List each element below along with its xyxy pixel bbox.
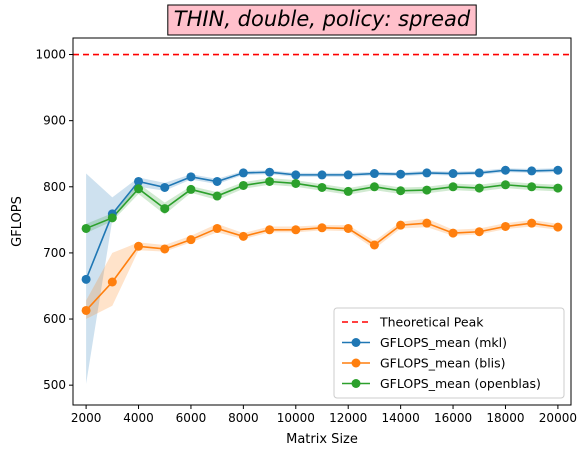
series-points — [81, 165, 563, 315]
point-2-8 — [291, 178, 301, 188]
title-background — [167, 4, 477, 36]
y-axis-label: GFLOPS — [10, 196, 25, 247]
x-axis-ticks: 2000 4000 6000 8000 10000 12000 14000 16000 1800… — [71, 405, 577, 425]
x-tick-label-4: 10000 — [277, 411, 315, 425]
y-tick-label-5: 1000 — [35, 48, 66, 62]
point-0-4 — [186, 172, 196, 182]
point-2-7 — [265, 176, 275, 186]
x-tick-label-3: 8000 — [228, 411, 259, 425]
point-1-12 — [396, 220, 406, 230]
y-axis-ticks: 500 600 700 800 900 1000 — [35, 48, 73, 392]
x-tick-label-6: 14000 — [382, 411, 420, 425]
point-1-13 — [422, 218, 432, 228]
x-tick-label-5: 12000 — [329, 411, 367, 425]
point-0-9 — [317, 170, 327, 180]
y-tick-label-4: 900 — [43, 114, 66, 128]
point-1-8 — [291, 225, 301, 235]
point-1-2 — [134, 241, 144, 251]
point-0-18 — [553, 165, 563, 175]
point-0-17 — [527, 166, 537, 176]
point-0-12 — [396, 169, 406, 179]
point-1-16 — [500, 221, 510, 231]
legend-box — [333, 307, 565, 399]
point-1-5 — [212, 223, 222, 233]
x-tick-label-2: 6000 — [176, 411, 207, 425]
point-2-18 — [553, 183, 563, 193]
point-2-11 — [369, 182, 379, 192]
point-0-14 — [448, 169, 458, 179]
point-0-0 — [81, 274, 91, 284]
plot-frame — [72, 37, 572, 406]
point-1-17 — [527, 218, 537, 228]
x-tick-label-0: 2000 — [71, 411, 102, 425]
point-0-5 — [212, 176, 222, 186]
legend-label-3: GFLOPS_mean (openblas) — [380, 376, 541, 391]
y-tick-label-1: 600 — [43, 312, 66, 326]
point-0-3 — [160, 182, 170, 192]
point-2-2 — [134, 184, 144, 194]
point-2-4 — [186, 184, 196, 194]
legend-label-0: Theoretical Peak — [379, 315, 484, 330]
point-1-11 — [369, 240, 379, 250]
point-2-15 — [474, 183, 484, 193]
point-2-17 — [527, 182, 537, 192]
point-1-7 — [265, 225, 275, 235]
point-2-6 — [238, 180, 248, 190]
point-2-1 — [107, 213, 117, 223]
legend-swatch-marker-3 — [351, 379, 361, 388]
chart-title: THIN, double, policy: spread — [174, 7, 471, 31]
point-0-15 — [474, 168, 484, 178]
legend-label-1: GFLOPS_mean (mkl) — [380, 335, 507, 350]
x-tick-label-9: 20000 — [539, 411, 577, 425]
point-1-4 — [186, 235, 196, 245]
point-2-13 — [422, 185, 432, 195]
point-0-2 — [134, 176, 144, 186]
point-2-14 — [448, 182, 458, 192]
point-1-9 — [317, 223, 327, 233]
y-tick-label-2: 700 — [43, 246, 66, 260]
point-1-0 — [81, 305, 91, 315]
point-2-5 — [212, 191, 222, 201]
legend-swatch-marker-2 — [351, 358, 361, 368]
point-0-13 — [422, 168, 432, 178]
point-0-8 — [291, 170, 301, 180]
point-0-11 — [369, 169, 379, 179]
point-0-16 — [500, 165, 510, 175]
band-1 — [86, 218, 558, 320]
point-1-3 — [160, 244, 170, 254]
point-1-6 — [238, 231, 248, 241]
point-0-10 — [343, 170, 353, 180]
point-1-1 — [107, 277, 117, 287]
point-2-0 — [81, 223, 91, 233]
chart-title-box: THIN, double, policy: spread — [167, 4, 477, 36]
x-tick-label-7: 16000 — [434, 411, 472, 425]
y-tick-label-0: 500 — [43, 378, 66, 392]
point-1-10 — [343, 223, 353, 233]
point-2-10 — [343, 186, 353, 196]
point-2-9 — [317, 182, 327, 192]
point-2-3 — [160, 204, 170, 214]
point-1-14 — [448, 228, 458, 238]
x-axis-label: Matrix Size — [286, 432, 358, 447]
point-2-16 — [500, 180, 510, 190]
point-1-18 — [553, 222, 563, 232]
legend: Theoretical Peak GFLOPS_mean (mkl) GFLOPS_… — [333, 307, 565, 399]
series-line-1 — [85, 222, 559, 311]
band-0 — [86, 168, 558, 384]
point-1-15 — [474, 227, 484, 237]
legend-swatch-marker-1 — [351, 338, 361, 347]
x-tick-label-8: 18000 — [486, 411, 524, 425]
legend-label-2: GFLOPS_mean (blis) — [380, 356, 506, 371]
band-2 — [86, 178, 558, 234]
point-0-6 — [238, 168, 248, 178]
point-0-7 — [265, 167, 275, 177]
x-tick-label-1: 4000 — [123, 411, 154, 425]
point-2-12 — [396, 186, 406, 196]
confidence-bands — [86, 168, 558, 384]
y-tick-label-3: 800 — [43, 180, 66, 194]
